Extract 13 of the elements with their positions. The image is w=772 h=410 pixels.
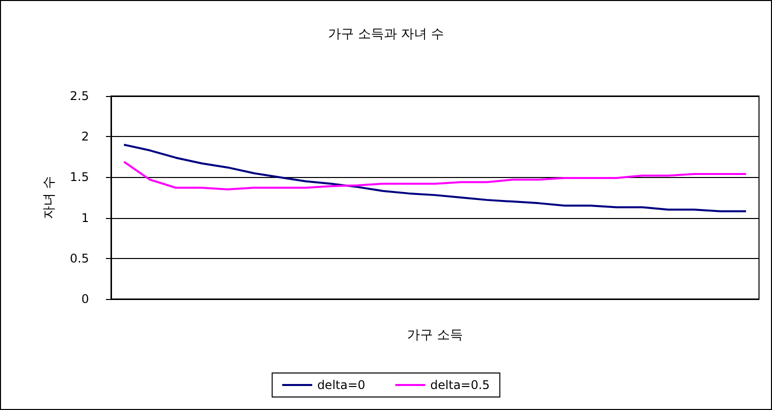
chart-title: 가구 소득과 자녀 수 <box>328 27 444 42</box>
y-tick-label: 0 <box>81 292 89 306</box>
line-series <box>122 160 748 190</box>
y-tick-label: 1.5 <box>70 170 89 184</box>
legend-label: delta=0 <box>317 378 366 392</box>
line-series <box>122 144 748 212</box>
legend-label: delta=0.5 <box>430 378 490 392</box>
y-tick-label: 1 <box>81 210 89 225</box>
x-axis-title: 가구 소득 <box>406 328 464 343</box>
y-tick-label: 2 <box>81 130 89 144</box>
y-tick-label: 2.5 <box>70 89 89 103</box>
y-tick-label: 0.5 <box>70 251 89 266</box>
y-axis-title: 자녀 수 <box>42 176 57 220</box>
